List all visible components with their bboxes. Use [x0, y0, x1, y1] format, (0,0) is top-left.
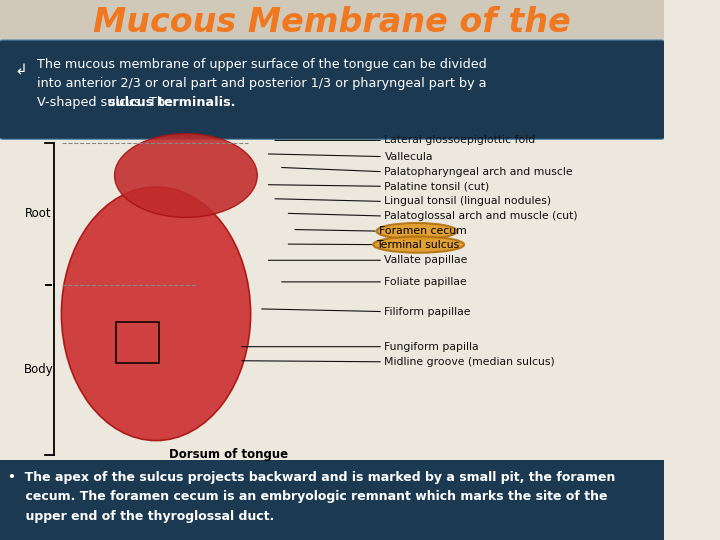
Text: Palatopharyngeal arch and muscle: Palatopharyngeal arch and muscle — [384, 167, 573, 177]
Text: •  The apex of the sulcus projects backward and is marked by a small pit, the fo: • The apex of the sulcus projects backwa… — [8, 471, 616, 484]
Text: Palatine tonsil (cut): Palatine tonsil (cut) — [384, 181, 490, 191]
Text: Palatoglossal arch and muscle (cut): Palatoglossal arch and muscle (cut) — [384, 211, 578, 221]
Text: into anterior 2/3 or oral part and posterior 1/3 or pharyngeal part by a: into anterior 2/3 or oral part and poste… — [37, 77, 486, 90]
Text: Mucous Membrane of the: Mucous Membrane of the — [93, 5, 571, 39]
Text: Lingual tonsil (lingual nodules): Lingual tonsil (lingual nodules) — [384, 197, 552, 206]
Ellipse shape — [114, 133, 257, 217]
Text: Fungiform papilla: Fungiform papilla — [384, 342, 479, 352]
Text: Lateral glossoepiglottic fold: Lateral glossoepiglottic fold — [384, 136, 536, 145]
Text: Body: Body — [24, 363, 53, 376]
Bar — [116, 322, 159, 362]
Text: The mucous membrane of upper surface of the tongue can be divided: The mucous membrane of upper surface of … — [37, 58, 486, 71]
Text: cecum. The foramen cecum is an embryologic remnant which marks the site of the: cecum. The foramen cecum is an embryolog… — [8, 490, 608, 503]
Text: Filiform papillae: Filiform papillae — [384, 307, 471, 316]
Text: Foliate papillae: Foliate papillae — [384, 277, 467, 287]
Text: sulcus terminalis.: sulcus terminalis. — [108, 96, 235, 109]
Text: Foramen cecum: Foramen cecum — [379, 226, 467, 236]
Text: Root: Root — [25, 207, 52, 220]
Text: Dorsum of tongue: Dorsum of tongue — [169, 448, 289, 461]
Text: V-shaped sulcus. The: V-shaped sulcus. The — [37, 96, 176, 109]
Text: ↲: ↲ — [14, 63, 27, 78]
Ellipse shape — [61, 187, 251, 441]
Ellipse shape — [373, 237, 464, 253]
Text: Midline groove (median sulcus): Midline groove (median sulcus) — [384, 357, 555, 367]
FancyBboxPatch shape — [0, 460, 664, 540]
Text: Vallecula: Vallecula — [384, 152, 433, 161]
Text: upper end of the thyroglossal duct.: upper end of the thyroglossal duct. — [8, 510, 274, 523]
Ellipse shape — [377, 223, 457, 239]
Text: Vallate papillae: Vallate papillae — [384, 255, 468, 265]
Text: Terminal sulcus: Terminal sulcus — [376, 240, 459, 249]
FancyBboxPatch shape — [0, 0, 664, 44]
FancyBboxPatch shape — [0, 40, 666, 139]
